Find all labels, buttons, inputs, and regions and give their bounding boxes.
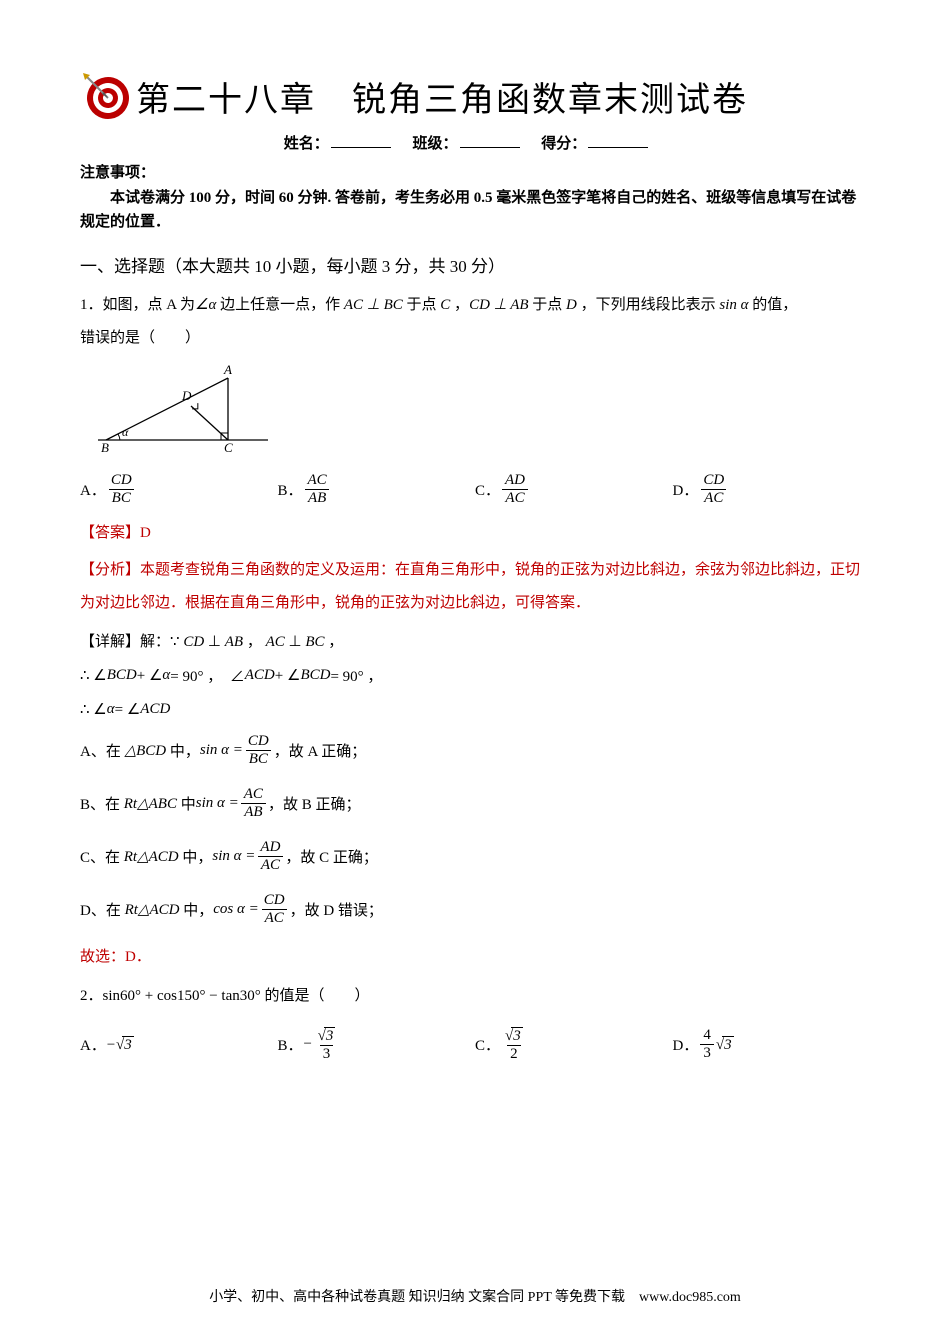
q1-optC: C． ADAC xyxy=(475,472,673,507)
svg-text:α: α xyxy=(122,425,129,439)
q1-g: 的值， xyxy=(752,297,797,313)
q1-f: ，下列用线段比表示 xyxy=(581,297,716,313)
q1-figure: B C A D α xyxy=(98,360,870,460)
q1-a: 1．如图，点 A 为 xyxy=(80,297,195,313)
q2-optB: B． −33 xyxy=(278,1027,476,1063)
q1-optD: D． CDAC xyxy=(673,472,871,507)
q1-options: A． CDBC B． ACAB C． ADAC D． CDAC xyxy=(80,472,870,507)
q2-optA: A． −3 xyxy=(80,1034,278,1055)
q1-subC: C、在 Rt△ACD 中， sin α = ADAC ，故 C 正确； xyxy=(80,839,870,874)
score-blank xyxy=(588,147,648,148)
q2-options: A． −3 B． −33 C． 32 D． 433 xyxy=(80,1027,870,1063)
q2-optD: D． 433 xyxy=(673,1027,871,1062)
name-label: 姓名： xyxy=(284,136,329,152)
q1-subD: D、在 Rt△ACD 中， cos α = CDAC ，故 D 错误； xyxy=(80,892,870,927)
svg-text:C: C xyxy=(224,440,233,455)
q1-optB: B． ACAB xyxy=(278,472,476,507)
q1-stem: 1．如图，点 A 为∠α 边上任意一点，作 AC ⊥ BC 于点 C ，CD ⊥… xyxy=(80,291,870,320)
q1-d: ， xyxy=(454,297,469,313)
main-title: 第二十八章 锐角三角函数章末测试卷 xyxy=(136,72,748,121)
q1-optA: A． CDBC xyxy=(80,472,278,507)
optA-label: A． xyxy=(80,479,106,500)
q1-detail-1: 【详解】解： ∵ CD ⊥ AB ， AC ⊥ BC ， xyxy=(80,630,870,651)
target-icon xyxy=(80,70,132,122)
svg-text:B: B xyxy=(101,440,109,455)
svg-text:D: D xyxy=(181,388,192,403)
q1-detail-3: ∴ ∠α = ∠ACD xyxy=(80,700,870,719)
q1-stem2: 错误的是（ ） xyxy=(80,324,870,353)
detail-label: 【详解】解： xyxy=(80,630,170,651)
title-row: 第二十八章 锐角三角函数章末测试卷 xyxy=(80,70,870,122)
notice-title: 注意事项： xyxy=(80,161,870,182)
class-label: 班级： xyxy=(412,136,457,152)
score-label: 得分： xyxy=(541,136,586,152)
q1-analysis: 【分析】本题考查锐角三角函数的定义及运用：在直角三角形中，锐角的正弦为对边比斜边… xyxy=(80,554,870,620)
q1-answer: 【答案】D xyxy=(80,521,870,542)
optD-label: D． xyxy=(673,479,699,500)
name-blank xyxy=(331,147,391,148)
q1-conclusion: 故选：D． xyxy=(80,945,870,966)
notice-body: 本试卷满分 100 分，时间 60 分钟. 答卷前，考生务必用 0.5 毫米黑色… xyxy=(80,186,870,234)
q1-e: 于点 xyxy=(532,297,562,313)
class-blank xyxy=(460,147,520,148)
q1-detail-2: ∴ ∠BCD + ∠α = 90° ， ∠ACD + ∠BCD = 90° ， xyxy=(80,665,870,686)
info-row: 姓名： 班级： 得分： xyxy=(80,132,870,153)
optB-label: B． xyxy=(278,479,303,500)
optC-label: C． xyxy=(475,479,500,500)
q1-b: 边上任意一点，作 xyxy=(220,297,340,313)
q1-subA: A、在 △BCD 中， sin α = CDBC ，故 A 正确； xyxy=(80,733,870,768)
q2-optC: C． 32 xyxy=(475,1027,673,1063)
section-heading: 一、选择题（本大题共 10 小题，每小题 3 分，共 30 分） xyxy=(80,252,870,277)
q2-stem: 2．sin60° + cos150° − tan30° 的值是（ ） xyxy=(80,982,870,1011)
footer: 小学、初中、高中各种试卷真题 知识归纳 文案合同 PPT 等免费下载 www.d… xyxy=(0,1286,950,1306)
svg-text:A: A xyxy=(223,362,232,377)
q1-subB: B、在 Rt△ABC 中 sin α = ACAB ，故 B 正确； xyxy=(80,786,870,821)
q1-c: 于点 xyxy=(407,297,437,313)
